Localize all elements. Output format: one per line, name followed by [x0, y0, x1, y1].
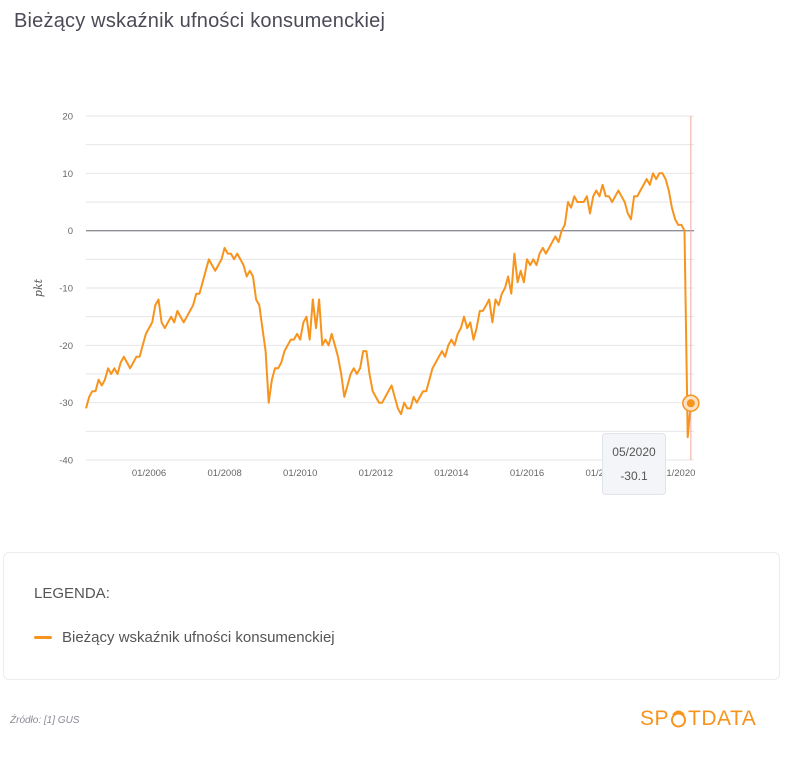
- legend-box: LEGENDA: Bieżący wskaźnik ufności konsum…: [3, 552, 780, 680]
- legend-swatch: [34, 636, 52, 639]
- brand-text-right: TDATA: [688, 707, 757, 730]
- legend-item[interactable]: Bieżący wskaźnik ufności konsumenckiej: [34, 629, 335, 646]
- page-title: Bieżący wskaźnik ufności konsumenckiej: [14, 10, 386, 32]
- x-tick-label: 01/2010: [283, 468, 317, 479]
- y-tick-label: 10: [62, 169, 73, 180]
- x-tick-label: 01/2020: [661, 468, 695, 479]
- brand-logo[interactable]: SP TDATA: [640, 707, 756, 731]
- legend-item-label: Bieżący wskaźnik ufności konsumenckiej: [62, 629, 335, 646]
- tooltip-date: 05/2020: [612, 445, 656, 459]
- y-tick-label: 0: [68, 226, 73, 237]
- x-tick-label: 01/2014: [434, 468, 468, 479]
- chart-area: 20 10 0 -10 -20 -30 -40 01/2006 01/2008 01/2010 0…: [0, 95, 786, 515]
- source-note: Źródło: [1] GUS: [10, 715, 80, 726]
- brand-text-left: SP: [640, 707, 670, 730]
- highlight-point[interactable]: [686, 399, 695, 408]
- series-line: [85, 172, 692, 439]
- spotdata-logo-icon: [671, 710, 687, 728]
- y-axis-label: pkt: [32, 278, 45, 297]
- y-tick-label: -10: [59, 284, 73, 295]
- tooltip-value: -30.1: [620, 469, 648, 483]
- y-tick-label: 20: [62, 112, 73, 123]
- y-tick-label: -40: [59, 456, 73, 467]
- x-tick-label: 01/2006: [132, 468, 166, 479]
- data-tooltip: 05/2020 -30.1: [602, 433, 666, 495]
- x-tick-label: 01/2008: [207, 468, 241, 479]
- x-tick-label: 01/2016: [510, 468, 544, 479]
- line-chart: 20 10 0 -10 -20 -30 -40 01/2006 01/2008 01/2010 0…: [32, 112, 700, 479]
- legend-title: LEGENDA:: [34, 585, 110, 602]
- grid-lines: [86, 115, 694, 461]
- y-tick-labels: 20 10 0 -10 -20 -30 -40: [59, 112, 73, 467]
- x-tick-label: 01/2012: [359, 468, 393, 479]
- y-tick-label: -20: [59, 341, 73, 352]
- y-tick-label: -30: [59, 398, 73, 409]
